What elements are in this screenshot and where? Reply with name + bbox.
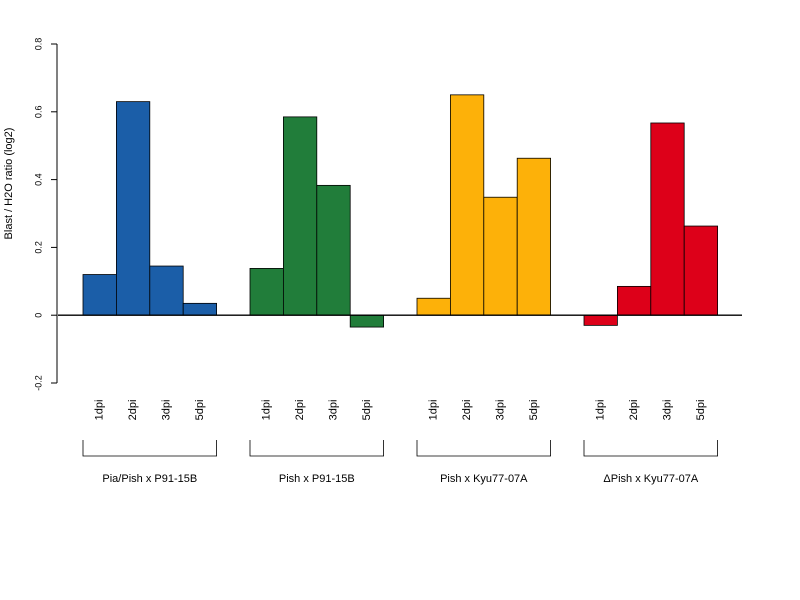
- bar-2-1dpi: [249, 268, 284, 316]
- bar-1-2dpi: [116, 101, 151, 316]
- bar-4-2dpi: [617, 285, 652, 316]
- group-label: Pish x Kyu77-07A: [440, 473, 528, 485]
- bar-2-5dpi: [349, 314, 385, 328]
- bar-3-2dpi: [449, 94, 485, 316]
- bar-3-3dpi: [483, 196, 518, 316]
- category-label: 1dpi: [94, 400, 106, 421]
- y-tick-label: -0.2: [33, 375, 43, 391]
- category-label: 3dpi: [327, 400, 339, 421]
- category-label: 5dpi: [361, 400, 373, 421]
- bar-2-2dpi: [282, 116, 318, 316]
- group-label: Pish x P91-15B: [279, 473, 355, 485]
- category-label: 2dpi: [461, 400, 473, 421]
- bars: [82, 94, 719, 328]
- group-bracket: [249, 440, 384, 457]
- bar-4-5dpi: [683, 225, 719, 316]
- y-tick-label: 0.4: [33, 173, 43, 186]
- category-label: 3dpi: [160, 400, 172, 421]
- bar-4-3dpi: [650, 122, 685, 316]
- category-label: 3dpi: [661, 400, 673, 421]
- bar-3-5dpi: [516, 157, 552, 316]
- bar-1-1dpi: [82, 274, 117, 316]
- group-label: ΔPish x Kyu77-07A: [603, 473, 698, 485]
- bar-2-3dpi: [316, 184, 351, 316]
- y-axis: -0.2 0 0.2 0.4 0.6 0.8: [33, 38, 58, 391]
- category-label: 1dpi: [261, 400, 273, 421]
- category-labels: 1dpi 2dpi 3dpi 5dpi 1dpi 2dpi 3dpi 5dpi 1dpi 2dpi…: [94, 400, 707, 421]
- category-label: 5dpi: [528, 400, 540, 421]
- bar-4-1dpi: [583, 314, 618, 326]
- y-tick-label: 0.6: [33, 106, 43, 119]
- category-label: 2dpi: [294, 400, 306, 421]
- group-label: Pia/Pish x P91-15B: [102, 473, 197, 485]
- group-brackets: Pia/Pish x P91-15B Pish x P91-15B Pish x K…: [82, 440, 718, 485]
- group-bracket: [583, 440, 718, 457]
- category-label: 1dpi: [428, 400, 440, 421]
- category-label: 5dpi: [695, 400, 707, 421]
- bar-1-3dpi: [149, 265, 184, 316]
- category-label: 3dpi: [494, 400, 506, 421]
- category-label: 5dpi: [194, 400, 206, 421]
- category-label: 1dpi: [595, 400, 607, 421]
- bar-1-5dpi: [182, 302, 217, 316]
- group-bracket: [416, 440, 551, 457]
- y-axis-title: Blast / H2O ratio (log2): [3, 128, 15, 240]
- bar-3-1dpi: [416, 297, 451, 316]
- group-bracket: [82, 440, 217, 457]
- y-tick-label: 0.2: [33, 241, 43, 254]
- y-tick-label: 0.8: [33, 38, 43, 51]
- category-label: 2dpi: [127, 400, 139, 421]
- category-label: 2dpi: [628, 400, 640, 421]
- y-tick-label: 0: [33, 313, 43, 318]
